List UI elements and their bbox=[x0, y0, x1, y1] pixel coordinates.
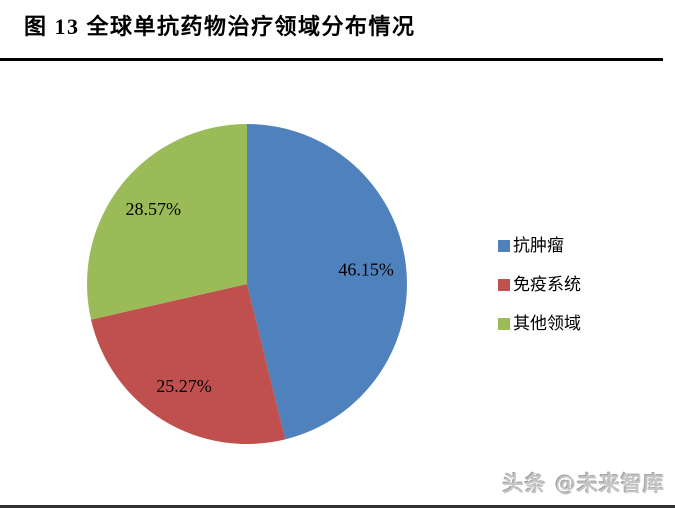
title-underline bbox=[0, 58, 663, 61]
legend-item-immune-system: 免疫系统 bbox=[498, 276, 581, 293]
legend-swatch-0 bbox=[498, 239, 510, 252]
legend-label: 抗肿瘤 bbox=[513, 236, 564, 255]
pie-slice-value-label: 46.15% bbox=[338, 260, 394, 280]
watermark: 头条 @未来智库 bbox=[502, 472, 665, 496]
bottom-border-line bbox=[0, 505, 675, 508]
legend-label: 免疫系统 bbox=[513, 275, 581, 294]
pie-slice-value-label: 28.57% bbox=[125, 199, 181, 219]
legend-item-other-fields: 其他领域 bbox=[498, 315, 581, 332]
pie-chart: 46.15% 25.27% 28.57% bbox=[87, 124, 407, 444]
legend-swatch-2 bbox=[498, 317, 510, 330]
legend-item-anti-tumor: 抗肿瘤 bbox=[498, 237, 581, 254]
pie-slice-0 bbox=[247, 124, 407, 440]
pie-slice-value-label: 25.27% bbox=[156, 376, 212, 396]
legend-label: 其他领域 bbox=[513, 314, 581, 333]
pie-slice-1 bbox=[91, 284, 286, 444]
pie-slice-2 bbox=[87, 124, 247, 320]
legend-swatch-1 bbox=[498, 278, 510, 291]
figure-title: 图 13 全球单抗药物治疗领域分布情况 bbox=[24, 14, 416, 39]
chart-legend: 抗肿瘤 免疫系统 其他领域 bbox=[498, 237, 581, 332]
